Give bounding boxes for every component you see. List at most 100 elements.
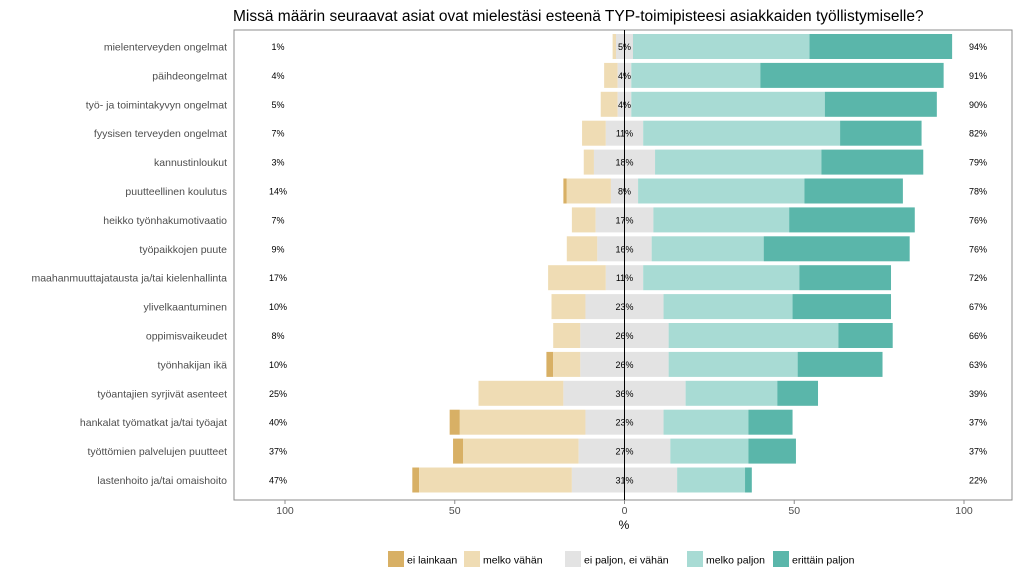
low-percent-label: 47% xyxy=(269,476,287,486)
segment-erittain-paljon xyxy=(804,178,903,204)
x-axis-title: % xyxy=(619,518,630,532)
segment-melko-paljon xyxy=(663,294,793,320)
plot-border xyxy=(233,29,1013,501)
neutral-percent-label: 8% xyxy=(618,187,631,197)
high-percent-label: 63% xyxy=(969,360,987,370)
high-percent-label: 79% xyxy=(969,158,987,168)
low-percent-label: 5% xyxy=(271,100,284,110)
legend-label: ei paljon, ei vähän xyxy=(584,555,669,567)
x-tick-label: 50 xyxy=(449,505,461,517)
segment-melko-vahan xyxy=(582,120,606,146)
segment-erittain-paljon xyxy=(840,120,922,146)
segment-erittain-paljon xyxy=(809,34,953,59)
plot-panel xyxy=(233,29,1013,501)
segment-melko-paljon xyxy=(651,236,764,262)
segment-erittain-paljon xyxy=(821,149,924,175)
low-percent-label: 7% xyxy=(271,129,284,139)
segment-melko-vahan xyxy=(553,323,581,348)
segment-melko-vahan xyxy=(548,265,606,291)
category-label: mielenterveyden ongelmat xyxy=(104,42,227,54)
neutral-percent-label: 11% xyxy=(616,129,633,139)
segment-erittain-paljon xyxy=(748,409,793,435)
neutral-percent-label: 23% xyxy=(615,302,633,312)
low-percent-label: 1% xyxy=(271,42,284,52)
high-percent-label: 91% xyxy=(969,71,987,81)
low-percent-label: 14% xyxy=(269,187,287,197)
segment-melko-paljon xyxy=(663,409,749,435)
category-label: työ- ja toimintakyvyn ongelmat xyxy=(86,99,227,111)
segment-melko-vahan xyxy=(571,207,596,233)
high-percent-label: 37% xyxy=(969,447,987,457)
neutral-percent-label: 23% xyxy=(615,418,633,428)
legend-swatch xyxy=(773,551,789,567)
category-label: heikko työnhakumotivaatio xyxy=(103,215,227,227)
low-percent-label: 17% xyxy=(269,273,287,283)
neutral-percent-label: 16% xyxy=(615,244,633,254)
category-label: lastenhoito ja/tai omaishoito xyxy=(97,475,227,487)
segment-melko-vahan xyxy=(604,62,618,88)
category-label: työttömien palvelujen puutteet xyxy=(87,446,227,458)
segment-erittain-paljon xyxy=(789,207,915,233)
segment-melko-paljon xyxy=(631,91,825,117)
category-label: kannustinloukut xyxy=(154,157,227,169)
x-axis: 100 50 0 50 100 xyxy=(276,500,973,517)
label-layer: mielenterveyden ongelmat 1% 5% 94% päihdeong… xyxy=(31,42,987,488)
legend-swatch xyxy=(388,551,404,567)
segment-melko-paljon xyxy=(668,323,839,348)
neutral-percent-label: 31% xyxy=(615,476,633,486)
segment-melko-vahan xyxy=(463,438,579,464)
segment-melko-paljon xyxy=(668,351,798,377)
segment-ei-lainkaan xyxy=(412,467,420,493)
high-percent-label: 37% xyxy=(969,418,987,428)
x-tick-label: 0 xyxy=(622,505,628,517)
high-percent-label: 72% xyxy=(969,273,987,283)
segment-melko-paljon xyxy=(677,467,746,493)
segment-melko-paljon xyxy=(655,149,822,175)
category-label: ylivelkaantuminen xyxy=(144,302,228,314)
neutral-percent-label: 18% xyxy=(615,158,633,168)
segment-melko-vahan xyxy=(553,351,581,377)
neutral-percent-label: 36% xyxy=(615,389,633,399)
segment-melko-vahan xyxy=(600,91,618,117)
low-percent-label: 10% xyxy=(269,360,287,370)
neutral-percent-label: 27% xyxy=(615,447,633,457)
low-percent-label: 10% xyxy=(269,302,287,312)
segment-melko-vahan xyxy=(566,178,611,204)
category-label: päihdeongelmat xyxy=(152,70,227,82)
neutral-percent-label: 4% xyxy=(618,71,631,81)
segment-melko-vahan xyxy=(459,409,586,435)
low-percent-label: 8% xyxy=(271,331,284,341)
neutral-percent-label: 4% xyxy=(618,100,631,110)
segment-melko-vahan xyxy=(612,34,617,59)
legend-label: melko paljon xyxy=(706,555,765,567)
legend: ei lainkaan melko vähän ei paljon, ei vähä… xyxy=(388,551,855,567)
low-percent-label: 37% xyxy=(269,447,287,457)
segment-erittain-paljon xyxy=(763,236,910,262)
legend-swatch xyxy=(687,551,703,567)
segment-erittain-paljon xyxy=(760,62,944,88)
segment-melko-paljon xyxy=(643,265,800,291)
segment-erittain-paljon xyxy=(777,380,819,406)
segment-erittain-paljon xyxy=(745,467,752,493)
segment-ei-lainkaan xyxy=(453,438,464,464)
segment-erittain-paljon xyxy=(824,91,937,117)
low-percent-label: 40% xyxy=(269,418,287,428)
x-tick-label: 100 xyxy=(955,505,973,517)
chart-title: Missä määrin seuraavat asiat ovat mieles… xyxy=(233,8,924,25)
category-label: maahanmuuttajatausta ja/tai kielenhallin… xyxy=(31,273,227,285)
x-tick-label: 100 xyxy=(276,505,294,517)
segment-melko-vahan xyxy=(478,380,564,406)
segment-melko-vahan xyxy=(566,236,598,262)
high-percent-label: 22% xyxy=(969,476,987,486)
segment-erittain-paljon xyxy=(838,323,893,348)
neutral-percent-label: 26% xyxy=(615,360,633,370)
category-label: puutteellinen koulutus xyxy=(125,186,227,198)
high-percent-label: 76% xyxy=(969,244,987,254)
high-percent-label: 39% xyxy=(969,389,987,399)
high-percent-label: 67% xyxy=(969,302,987,312)
high-percent-label: 82% xyxy=(969,129,987,139)
category-label: hankalat työmatkat ja/tai työajat xyxy=(80,417,227,429)
segment-ei-lainkaan xyxy=(563,178,567,204)
segment-ei-lainkaan xyxy=(546,351,554,377)
segment-erittain-paljon xyxy=(792,294,892,320)
